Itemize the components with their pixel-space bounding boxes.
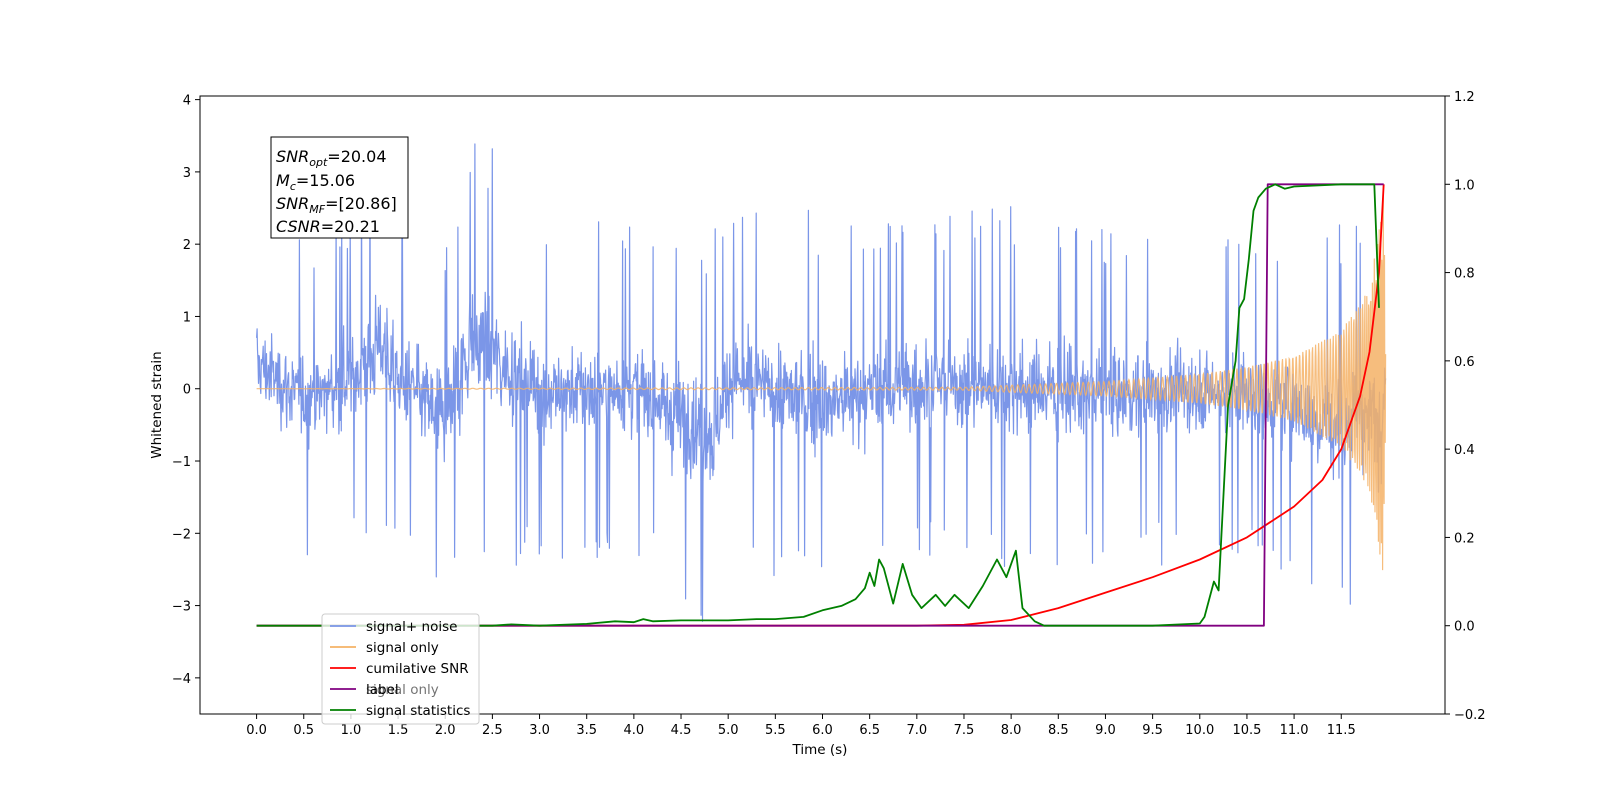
y-right-tick-label: 0.4: [1454, 443, 1475, 458]
x-tick-label: 4.0: [624, 723, 645, 738]
y-right-tick-label: 0.0: [1454, 620, 1475, 635]
anno-snr-opt-sub: opt: [309, 156, 328, 169]
x-tick-label: 6.0: [812, 723, 833, 738]
series-layer: [256, 143, 1387, 627]
legend-label-label: label: [366, 682, 399, 698]
x-tick-label: 10.0: [1185, 723, 1214, 738]
x-tick-label: 2.0: [435, 723, 456, 738]
legend-label-signal-noise: signal+ noise: [366, 619, 457, 635]
y-left-tick-label: −3: [172, 600, 191, 615]
legend-label-cumulative-snr: cumilative SNR: [366, 661, 469, 677]
svg-text:SNRopt=20.04: SNRopt=20.04: [276, 147, 387, 169]
series-cumulative-snr: [256, 184, 1385, 627]
x-tick-label: 7.0: [906, 723, 927, 738]
svg-text:CSNR=20.21: CSNR=20.21: [276, 217, 380, 236]
x-axis: 0.0 0.5 1.0 1.5 2.0 2.5 3.0 3.5 4.0 4.5 5.0 5.5 6.0 6…: [246, 714, 1356, 738]
x-tick-label: 11.5: [1327, 723, 1356, 738]
legend: signal+ noise signal only cumilative SNR…: [321, 613, 480, 725]
y-right-tick-label: 0.8: [1454, 267, 1475, 282]
anno-mc-sub: c: [290, 180, 296, 193]
series-signal-statistics: [256, 183, 1380, 627]
y-axis-label-left: Whitened strain: [149, 351, 165, 458]
x-tick-label: 9.5: [1142, 723, 1163, 738]
anno-snr-opt-main: SNR: [276, 147, 309, 166]
x-tick-label: 11.0: [1280, 723, 1309, 738]
y-right-tick-label: 1.0: [1454, 178, 1475, 193]
x-tick-label: 9.0: [1095, 723, 1116, 738]
x-tick-label: 0.0: [246, 723, 267, 738]
x-tick-label: 1.5: [388, 723, 409, 738]
anno-snr-mf-main: SNR: [276, 194, 309, 213]
x-tick-label: 3.5: [576, 723, 597, 738]
y-left-tick-label: 3: [183, 166, 191, 181]
anno-csnr-value: =20.21: [321, 217, 380, 236]
series-signal-only: [256, 185, 1387, 571]
anno-snr-mf-sub: MF: [309, 203, 325, 216]
y-right-tick-label: 1.2: [1454, 90, 1475, 105]
x-tick-label: 4.5: [671, 723, 692, 738]
y-left-tick-label: 0: [183, 383, 191, 398]
y-right-tick-label: 0.6: [1454, 355, 1475, 370]
y-left-tick-label: 1: [183, 310, 191, 325]
anno-snr-opt-value: =20.04: [327, 147, 386, 166]
svg-text:Mc=15.06: Mc=15.06: [276, 171, 355, 193]
y-left-tick-label: 2: [183, 238, 191, 253]
annotation-box: SNRopt=20.04 Mc=15.06 SNRMF=[20.86] CSNR…: [270, 136, 409, 239]
series-signal-noise: [256, 143, 1387, 622]
legend-label-signal-statistics: signal statistics: [366, 703, 470, 719]
anno-csnr-main: CSNR: [276, 217, 321, 236]
anno-mc-value: =15.06: [296, 171, 355, 190]
anno-mc-main: M: [276, 171, 290, 190]
y-left-tick-label: 4: [183, 94, 191, 109]
x-tick-label: 3.0: [529, 723, 550, 738]
anno-snr-mf-value: =[20.86]: [325, 194, 397, 213]
legend-label-signal-only: signal only: [366, 640, 439, 656]
svg-text:SNRMF=[20.86]: SNRMF=[20.86]: [276, 194, 397, 216]
x-tick-label: 5.0: [718, 723, 739, 738]
x-tick-label: 1.0: [341, 723, 362, 738]
y-right-tick-label: 0.2: [1454, 531, 1475, 546]
y-right-tick-label: −0.2: [1454, 708, 1486, 723]
y-axis-left: −4 −3 −2 −1 0 1 2 3 4: [172, 94, 200, 687]
x-tick-label: 2.5: [482, 723, 503, 738]
x-tick-label: 5.5: [765, 723, 786, 738]
y-left-tick-label: −2: [172, 527, 191, 542]
x-tick-label: 10.5: [1232, 723, 1261, 738]
x-tick-label: 8.5: [1048, 723, 1069, 738]
y-left-tick-label: −4: [172, 672, 191, 687]
y-axis-right: −0.2 0.0 0.2 0.4 0.6 0.8 1.0 1.2: [1445, 90, 1486, 723]
x-tick-label: 8.0: [1001, 723, 1022, 738]
x-axis-label: Time (s): [792, 742, 848, 758]
x-tick-label: 7.5: [954, 723, 975, 738]
y-left-tick-label: −1: [172, 455, 191, 470]
legend-ghost-text: signal only: [366, 682, 439, 698]
x-tick-label: 6.5: [859, 723, 880, 738]
x-tick-label: 0.5: [293, 723, 314, 738]
